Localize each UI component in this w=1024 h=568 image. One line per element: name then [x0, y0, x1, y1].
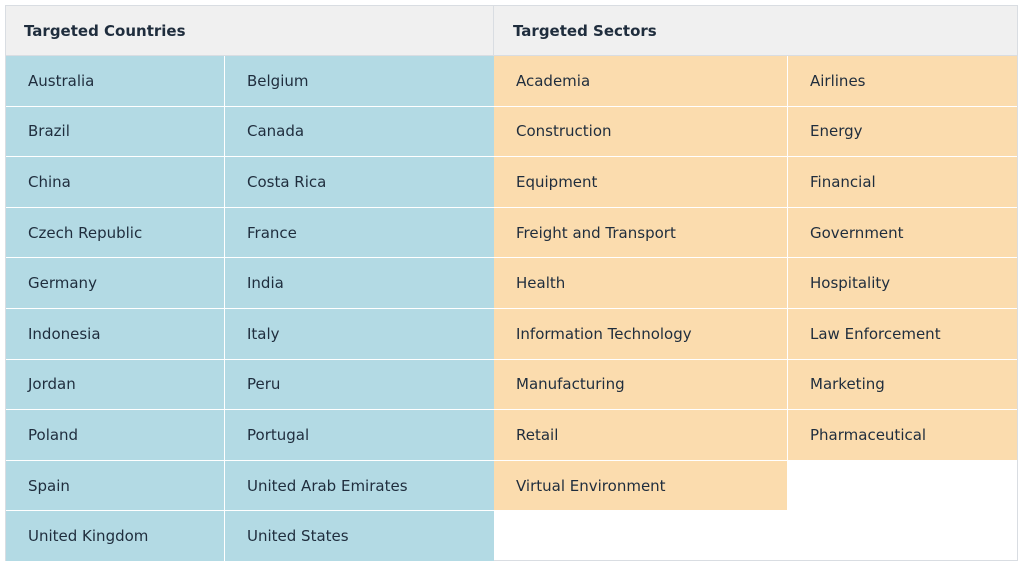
sector-cell: Freight and Transport: [494, 207, 788, 259]
country-cell: Jordan: [6, 359, 225, 411]
sector-cell: Manufacturing: [494, 359, 788, 411]
targeted-sectors-header: Targeted Sectors: [494, 6, 1017, 56]
sector-cell: Equipment: [494, 157, 788, 208]
country-cell: Germany: [6, 258, 225, 309]
country-cell: Brazil: [6, 106, 225, 158]
country-cell: Belgium: [225, 56, 494, 107]
sector-cell: Financial: [788, 157, 1017, 208]
country-cell: Czech Republic: [6, 207, 225, 259]
country-cell: Indonesia: [6, 309, 225, 360]
sector-cell: Law Enforcement: [788, 309, 1017, 360]
sector-cell: Airlines: [788, 56, 1017, 107]
sector-cell: Construction: [494, 106, 788, 158]
sector-cell: Health: [494, 258, 788, 309]
country-cell: India: [225, 258, 494, 309]
sector-cell: Retail: [494, 410, 788, 461]
country-cell: United Kingdom: [6, 511, 225, 562]
sector-cell: Virtual Environment: [494, 460, 788, 512]
country-cell: Poland: [6, 410, 225, 461]
country-cell: Peru: [225, 359, 494, 411]
sector-cell: Information Technology: [494, 309, 788, 360]
sector-cell: Academia: [494, 56, 788, 107]
country-cell: Canada: [225, 106, 494, 158]
country-cell: China: [6, 157, 225, 208]
country-cell: Costa Rica: [225, 157, 494, 208]
country-cell: Italy: [225, 309, 494, 360]
country-cell: Portugal: [225, 410, 494, 461]
sector-cell: Hospitality: [788, 258, 1017, 309]
targeted-countries-header: Targeted Countries: [6, 6, 494, 56]
sector-cell: Pharmaceutical: [788, 410, 1017, 461]
country-cell: United Arab Emirates: [225, 460, 494, 512]
country-cell: United States: [225, 511, 494, 562]
sector-cell: Marketing: [788, 359, 1017, 411]
targets-table: Targeted Countries Targeted Sectors Aust…: [5, 5, 1018, 562]
country-cell: France: [225, 207, 494, 259]
sector-cell: Energy: [788, 106, 1017, 158]
sector-cell: Government: [788, 207, 1017, 259]
country-cell: Australia: [6, 56, 225, 107]
country-cell: Spain: [6, 460, 225, 512]
